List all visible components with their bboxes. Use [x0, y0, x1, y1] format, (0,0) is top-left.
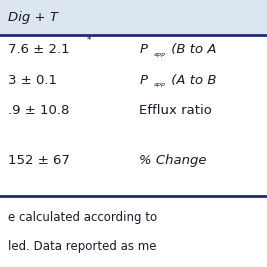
Text: 7.6 ± 2.1: 7.6 ± 2.1 — [8, 43, 70, 56]
Text: $_{app}$: $_{app}$ — [153, 81, 166, 91]
Text: $P$: $P$ — [139, 74, 149, 87]
Text: 3 ± 0.1: 3 ± 0.1 — [8, 74, 57, 87]
Text: % Change: % Change — [139, 154, 211, 167]
Text: led. Data reported as me: led. Data reported as me — [8, 241, 156, 253]
Text: e calculated according to: e calculated according to — [8, 211, 157, 224]
Text: (B to A: (B to A — [167, 43, 216, 56]
Text: (A to B: (A to B — [167, 74, 216, 87]
Text: .9 ± 10.8: .9 ± 10.8 — [8, 104, 69, 117]
Text: *: * — [87, 36, 91, 45]
Text: 152 ± 67: 152 ± 67 — [8, 154, 70, 167]
Text: Dig + T: Dig + T — [8, 11, 58, 24]
Bar — [0, 0, 267, 35]
Text: $_{app}$: $_{app}$ — [153, 51, 166, 60]
Text: $P$: $P$ — [139, 43, 149, 56]
Text: Efflux ratio: Efflux ratio — [139, 104, 212, 117]
